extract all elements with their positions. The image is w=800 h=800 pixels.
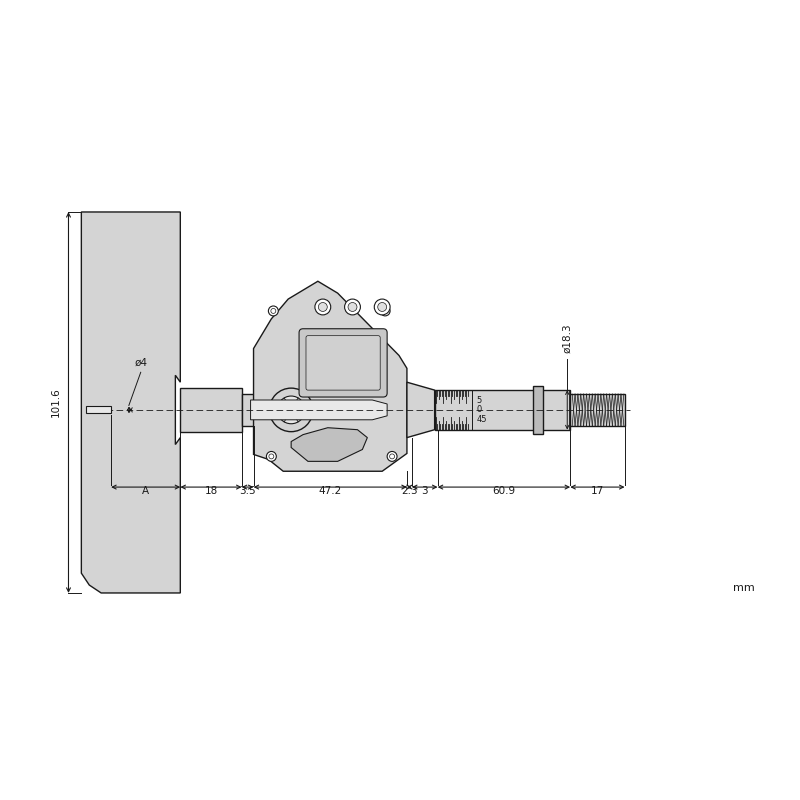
Bar [434, 390, 570, 430]
FancyBboxPatch shape [306, 336, 380, 390]
Text: 18: 18 [204, 486, 218, 496]
Polygon shape [407, 382, 434, 438]
Polygon shape [291, 428, 367, 462]
Circle shape [270, 388, 313, 432]
Circle shape [382, 309, 388, 314]
Circle shape [278, 396, 305, 424]
Text: 101.6: 101.6 [50, 387, 61, 418]
Polygon shape [250, 400, 387, 420]
Circle shape [286, 404, 297, 416]
Circle shape [271, 309, 276, 314]
Polygon shape [254, 282, 407, 471]
Bar [570, 394, 625, 426]
Circle shape [378, 302, 386, 311]
Text: A: A [142, 486, 150, 496]
Text: 3.5: 3.5 [239, 486, 256, 496]
Text: mm: mm [734, 583, 755, 593]
FancyBboxPatch shape [299, 329, 387, 397]
Text: 0: 0 [476, 406, 482, 414]
Text: 3: 3 [422, 486, 428, 496]
Text: ø4: ø4 [134, 358, 147, 367]
Circle shape [269, 454, 274, 459]
Circle shape [345, 299, 361, 315]
Text: 17: 17 [590, 486, 604, 496]
Circle shape [380, 306, 390, 316]
Bar [533, 386, 542, 434]
Circle shape [390, 454, 394, 459]
Text: 47.2: 47.2 [318, 486, 342, 496]
Circle shape [374, 299, 390, 315]
Circle shape [268, 306, 278, 316]
Text: 45: 45 [476, 415, 486, 424]
Text: 5: 5 [476, 395, 482, 405]
Text: 2.3: 2.3 [401, 486, 418, 496]
Circle shape [315, 299, 330, 315]
Bar [86, 406, 111, 414]
Circle shape [266, 451, 276, 462]
Text: 60.9: 60.9 [492, 486, 515, 496]
Text: ø18.3: ø18.3 [562, 324, 572, 354]
Circle shape [318, 302, 327, 311]
Polygon shape [82, 212, 180, 593]
Bar [180, 388, 242, 432]
Circle shape [387, 451, 397, 462]
Bar [242, 394, 254, 426]
Circle shape [348, 302, 357, 311]
